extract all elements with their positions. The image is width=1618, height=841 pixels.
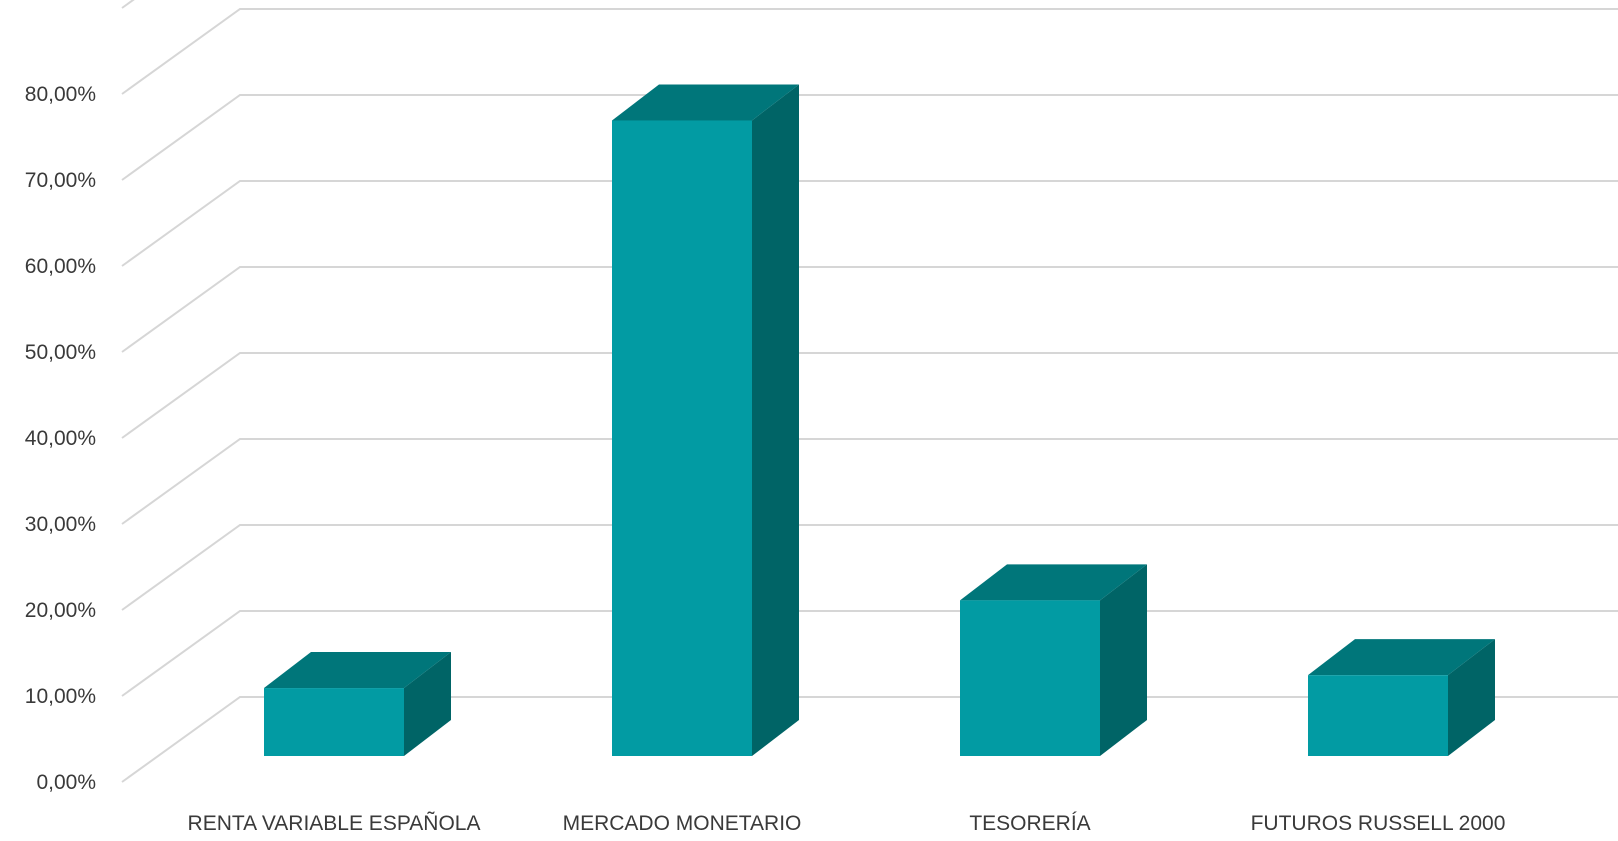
gridline: [121, 696, 1618, 783]
bar-side-face: [404, 652, 451, 756]
bar-top-face: [960, 564, 1147, 601]
bar: [264, 652, 451, 756]
y-tick-label: 0,00%: [36, 771, 96, 794]
bar-side-face: [752, 84, 799, 756]
bar-front-face: [264, 688, 404, 756]
gridline: [121, 266, 1618, 353]
gridline: [121, 94, 1618, 181]
bar-top-face: [1308, 639, 1495, 676]
y-tick-label: 10,00%: [25, 685, 96, 708]
bar-front-face: [612, 120, 752, 756]
y-tick-label: 50,00%: [25, 341, 96, 364]
x-category-label: MERCADO MONETARIO: [563, 812, 802, 835]
y-tick-label: 80,00%: [25, 83, 96, 106]
x-axis-categories: RENTA VARIABLE ESPAÑOLA MERCADO MONETARIO…: [188, 811, 1506, 835]
bar: [1308, 639, 1495, 756]
x-category-label: FUTUROS RUSSELL 2000: [1251, 812, 1506, 835]
bar-top-face: [264, 652, 451, 689]
bar-front-face: [1308, 675, 1448, 756]
gridline: [121, 8, 1618, 95]
gridline: [121, 524, 1618, 611]
gridline: [121, 180, 1618, 267]
bar-side-face: [1100, 564, 1147, 756]
gridline: [121, 0, 135, 9]
y-tick-label: 20,00%: [25, 599, 96, 622]
y-axis-ticks: 0,00% 10,00% 20,00% 30,00% 40,00% 50,00% 60,00…: [25, 83, 96, 794]
gridline: [121, 352, 1618, 439]
y-tick-label: 40,00%: [25, 427, 96, 450]
bar-front-face: [960, 600, 1100, 756]
gridline: [121, 438, 1618, 525]
bar: [612, 84, 799, 756]
bar: [960, 564, 1147, 756]
x-category-label: RENTA VARIABLE ESPAÑOLA: [188, 811, 481, 835]
gridline: [121, 610, 1618, 697]
bars: [264, 84, 1495, 756]
y-tick-label: 60,00%: [25, 255, 96, 278]
y-tick-label: 30,00%: [25, 513, 96, 536]
gridlines: [121, 0, 1618, 783]
x-category-label: TESORERÍA: [969, 812, 1090, 835]
bar-top-face: [612, 84, 799, 121]
bar-side-face: [1448, 639, 1495, 756]
y-tick-label: 70,00%: [25, 169, 96, 192]
